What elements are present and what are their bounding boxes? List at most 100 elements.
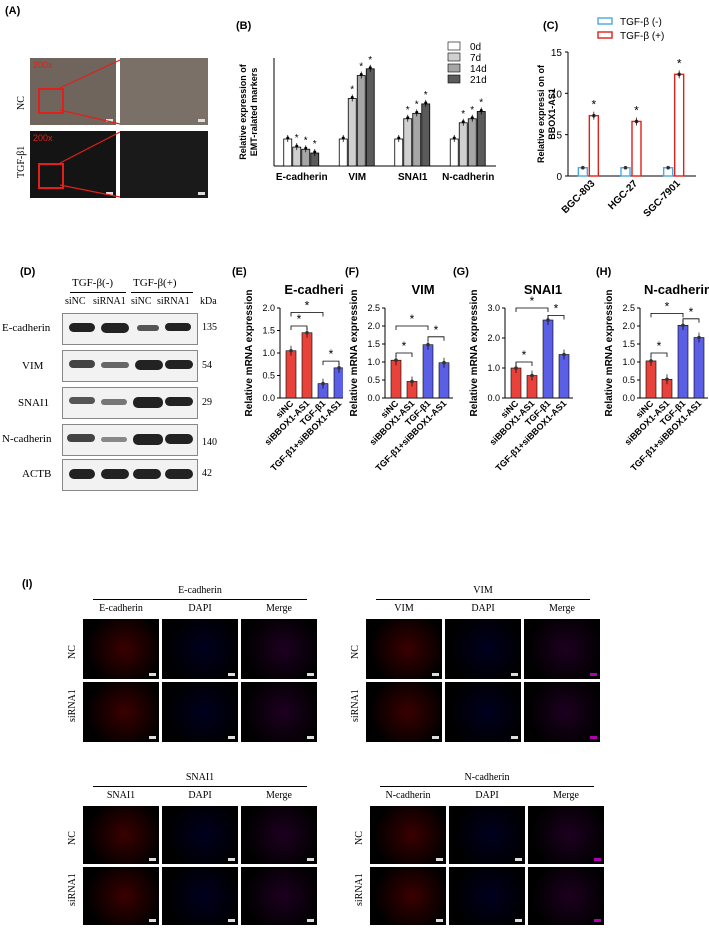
category-label: N-cadherin [442, 172, 494, 183]
significance-bracket [290, 312, 324, 317]
if-image [241, 682, 317, 742]
bar [673, 73, 685, 177]
band [69, 360, 95, 368]
data-point [410, 379, 414, 384]
panel-label-h: (H) [596, 266, 612, 278]
legend-swatch [597, 17, 613, 25]
data-point [666, 165, 670, 170]
data-point [546, 318, 550, 322]
scale-bar [198, 192, 205, 195]
significance-star: * [470, 105, 474, 116]
zoom-lines [59, 59, 121, 198]
if-row-label: siRNA1 [67, 873, 78, 906]
y-axis-title: Relative mRNA expression [469, 290, 480, 417]
scale-bar [149, 736, 156, 739]
bar [422, 344, 434, 399]
if-image [83, 619, 159, 679]
y-axis-title: Relative mRNA expression [244, 290, 255, 417]
significance-bracket [650, 352, 668, 357]
y-tick-label: 0.0 [262, 393, 275, 403]
y-axis-title: Relative expression ofEMT-ralated marker… [238, 63, 259, 160]
significance-bracket [682, 318, 700, 323]
significance-star: * [297, 312, 302, 326]
data-point [368, 66, 372, 70]
significance-star: * [689, 305, 694, 319]
if-block-rule [380, 786, 594, 787]
scale-bar [515, 858, 522, 861]
wb-row-label: E-cadherin [2, 322, 51, 334]
band [165, 360, 193, 369]
group-line-plus [131, 292, 193, 293]
phase-image-tgf-low: 200x [30, 131, 116, 198]
scale-bar [106, 192, 113, 195]
band [133, 397, 163, 408]
y-axis-title: Relative expressi on ofBBOX1-AS1 [536, 64, 557, 163]
scale-bar [228, 736, 235, 739]
lane-label: siRNA1 [93, 296, 126, 307]
if-column-label: SNAI1 [106, 790, 136, 801]
if-block-title: VIM [473, 585, 493, 596]
magnification-label: 200x [33, 133, 53, 143]
category-label: SNAI1 [398, 172, 428, 183]
legend-swatch [447, 52, 461, 62]
bar [301, 332, 313, 399]
y-tick-label: 2.0 [622, 321, 635, 331]
if-image [241, 619, 317, 679]
if-row-label: NC [67, 831, 78, 845]
bar [458, 122, 468, 167]
y-tick-label: 2.5 [367, 303, 380, 313]
if-column-label: Merge [266, 790, 292, 801]
if-row-label: NC [354, 831, 365, 845]
lane-label: siNC [65, 296, 86, 307]
scale-bar [436, 919, 443, 922]
y-tick-label: 1.5 [367, 339, 380, 349]
if-column-label: DAPI [188, 603, 212, 614]
band [67, 434, 95, 442]
y-axis-title: Relative mRNA expression [604, 290, 615, 417]
data-point [623, 165, 628, 170]
chart-title: N-cadherin [644, 282, 709, 297]
scale-bar [436, 858, 443, 861]
wb-kda: 42 [202, 468, 212, 479]
data-point [681, 323, 685, 328]
if-image [445, 682, 521, 742]
if-image [370, 867, 446, 925]
significance-star: * [461, 109, 465, 120]
data-point [397, 136, 401, 140]
data-point [649, 359, 653, 363]
y-tick-label: 0 [556, 172, 562, 183]
if-image [370, 806, 446, 864]
data-point [562, 352, 566, 357]
band [101, 323, 129, 333]
wb-row-label: N-cadherin [2, 433, 52, 445]
if-image [366, 619, 442, 679]
if-image [528, 867, 604, 925]
significance-star: * [329, 347, 334, 361]
if-block-rule [93, 786, 307, 787]
y-axis-title-line: EMT-ralated markers [249, 68, 259, 157]
band [101, 362, 129, 368]
chart-title: VIM [411, 282, 434, 297]
significance-bracket [395, 325, 429, 330]
y-tick-label: 0.0 [622, 393, 635, 403]
y-tick-label: 10 [551, 89, 563, 100]
if-image [445, 619, 521, 679]
band [165, 434, 193, 444]
if-block-title: N-cadherin [464, 772, 510, 783]
if-column-label: VIM [394, 603, 414, 614]
if-block-rule [93, 599, 307, 600]
significance-star: * [350, 85, 354, 96]
if-column-label: E-cadherin [99, 603, 143, 614]
chart-h: N-cadherin 0.0 0.5 1.0 1.5 2.0 2.5 Relative mRN… [604, 282, 709, 473]
bar [677, 324, 689, 399]
if-row-label: NC [350, 645, 361, 659]
data-point [289, 348, 293, 353]
phase-image-tgf-high [120, 131, 208, 198]
if-column-label: N-cadherin [385, 790, 431, 801]
data-point [697, 335, 701, 340]
if-column-label: Merge [549, 603, 575, 614]
if-row-label: NC [67, 645, 78, 659]
chart-title: E-cadherin [284, 282, 343, 297]
category-label: E-cadherin [276, 172, 328, 183]
significance-star: * [406, 105, 410, 116]
